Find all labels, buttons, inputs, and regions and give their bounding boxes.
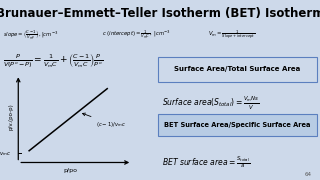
Text: $slope = \left(\frac{C-1}{V_m c}\right), |cm^{-3}$: $slope = \left(\frac{C-1}{V_m c}\right),…: [3, 28, 59, 41]
Text: Surface Area/Total Surface Area: Surface Area/Total Surface Area: [174, 66, 300, 73]
Text: p/po: p/po: [63, 168, 77, 173]
Text: $1/v_m c$: $1/v_m c$: [0, 149, 12, 158]
Text: $\frac{P}{V(P^o - P)} = \frac{1}{V_m C} + \left(\frac{C-1}{V_m C}\right)\frac{P}: $\frac{P}{V(P^o - P)} = \frac{1}{V_m C} …: [3, 53, 103, 70]
FancyBboxPatch shape: [158, 57, 317, 82]
Text: $BET\ surface\ area = \frac{S_{total}}{a}$: $BET\ surface\ area = \frac{S_{total}}{a…: [162, 154, 250, 170]
Text: 64: 64: [305, 172, 312, 177]
FancyBboxPatch shape: [158, 114, 317, 136]
Text: $c\ (intercept) = \frac{1}{V_m C},\ |cm^{-3}$: $c\ (intercept) = \frac{1}{V_m C},\ |cm^…: [102, 28, 171, 41]
Text: $V_m = \frac{1}{Slope+intercept}$: $V_m = \frac{1}{Slope+intercept}$: [208, 28, 255, 41]
Text: $(c-1)/v_m c$: $(c-1)/v_m c$: [83, 113, 127, 129]
Text: p/v.(po-p): p/v.(po-p): [8, 103, 13, 130]
Text: Brunauer–Emmett–Teller Isotherm (BET) Isotherm: Brunauer–Emmett–Teller Isotherm (BET) Is…: [0, 6, 320, 20]
Text: $Surface\ area(S_{total}) = \frac{V_m Ns}{V}$: $Surface\ area(S_{total}) = \frac{V_m Ns…: [162, 95, 259, 112]
Text: BET Surface Area/Specific Surface Area: BET Surface Area/Specific Surface Area: [164, 122, 311, 128]
